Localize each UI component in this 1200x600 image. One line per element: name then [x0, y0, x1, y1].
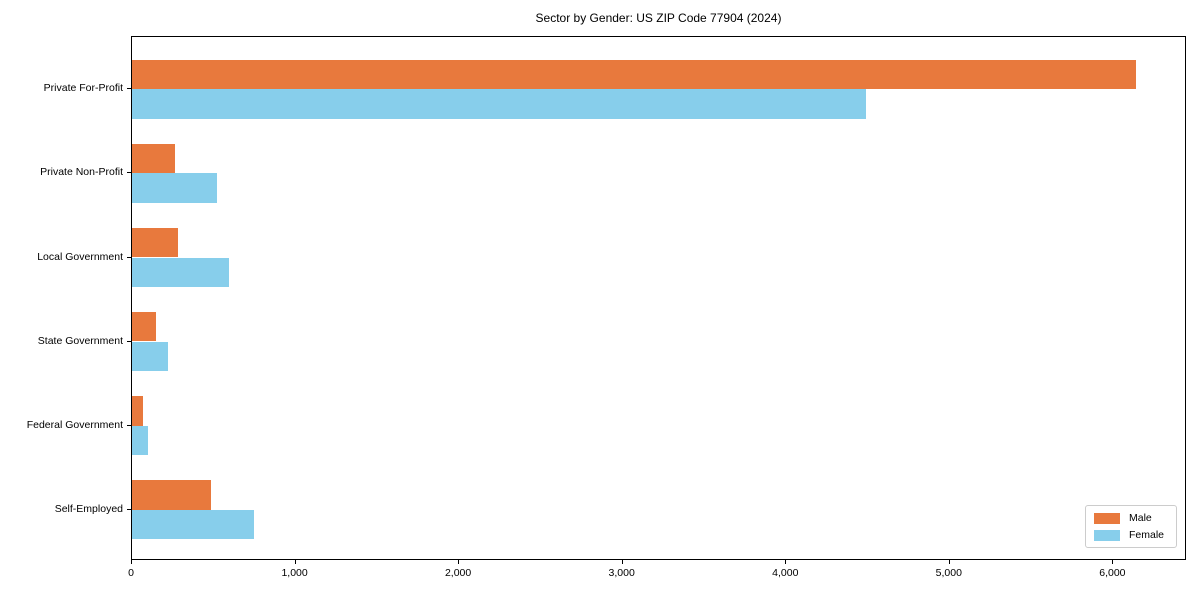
bar-female-private-for-profit [132, 89, 867, 119]
x-tick-label: 4,000 [772, 567, 799, 579]
x-tick-mark [1112, 560, 1113, 564]
x-tick-mark [295, 560, 296, 564]
y-tick-label: Local Government [37, 250, 123, 263]
y-tick-mark [127, 257, 131, 258]
x-tick-mark [785, 560, 786, 564]
bar-male-self-employed [132, 480, 212, 510]
x-tick-label: 3,000 [608, 567, 635, 579]
legend-label-male: Male [1128, 512, 1152, 524]
bar-female-local-government [132, 257, 230, 287]
y-tick-mark [127, 509, 131, 510]
bar-female-federal-government [132, 425, 149, 455]
y-tick-mark [127, 425, 131, 426]
x-tick-label: 5,000 [935, 567, 962, 579]
legend-entry-female: Female [1093, 529, 1164, 541]
plot-area [131, 36, 1186, 560]
x-tick-mark [458, 560, 459, 564]
x-tick-label: 1,000 [281, 567, 308, 579]
y-tick-label: Private For-Profit [43, 82, 123, 95]
y-tick-mark [127, 341, 131, 342]
y-tick-label: Federal Government [26, 418, 123, 431]
x-tick-label: 6,000 [1099, 567, 1126, 579]
bar-female-self-employed [132, 509, 254, 539]
bar-male-private-non-profit [132, 144, 176, 174]
x-tick-mark [949, 560, 950, 564]
y-tick-mark [127, 88, 131, 89]
male-swatch-icon [1093, 512, 1120, 524]
bar-male-private-for-profit [132, 60, 1137, 90]
legend-entry-male: Male [1093, 512, 1164, 524]
x-tick-mark [622, 560, 623, 564]
x-tick-label: 2,000 [444, 567, 472, 579]
bar-male-local-government [132, 228, 178, 258]
chart-title: Sector by Gender: US ZIP Code 77904 (202… [535, 11, 782, 25]
y-tick-label: State Government [37, 334, 123, 347]
y-tick-mark [127, 172, 131, 173]
bar-male-federal-government [132, 396, 144, 426]
legend-label-female: Female [1128, 529, 1164, 541]
y-tick-label: Private Non-Profit [40, 166, 123, 179]
y-tick-label: Self-Employed [54, 502, 123, 515]
x-tick-label: 0 [128, 567, 134, 579]
x-tick-mark [131, 560, 132, 564]
bar-female-private-non-profit [132, 173, 218, 203]
bar-male-state-government [132, 312, 156, 342]
female-swatch-icon [1093, 529, 1120, 541]
bar-female-state-government [132, 341, 168, 371]
legend: Male Female [1084, 505, 1177, 548]
